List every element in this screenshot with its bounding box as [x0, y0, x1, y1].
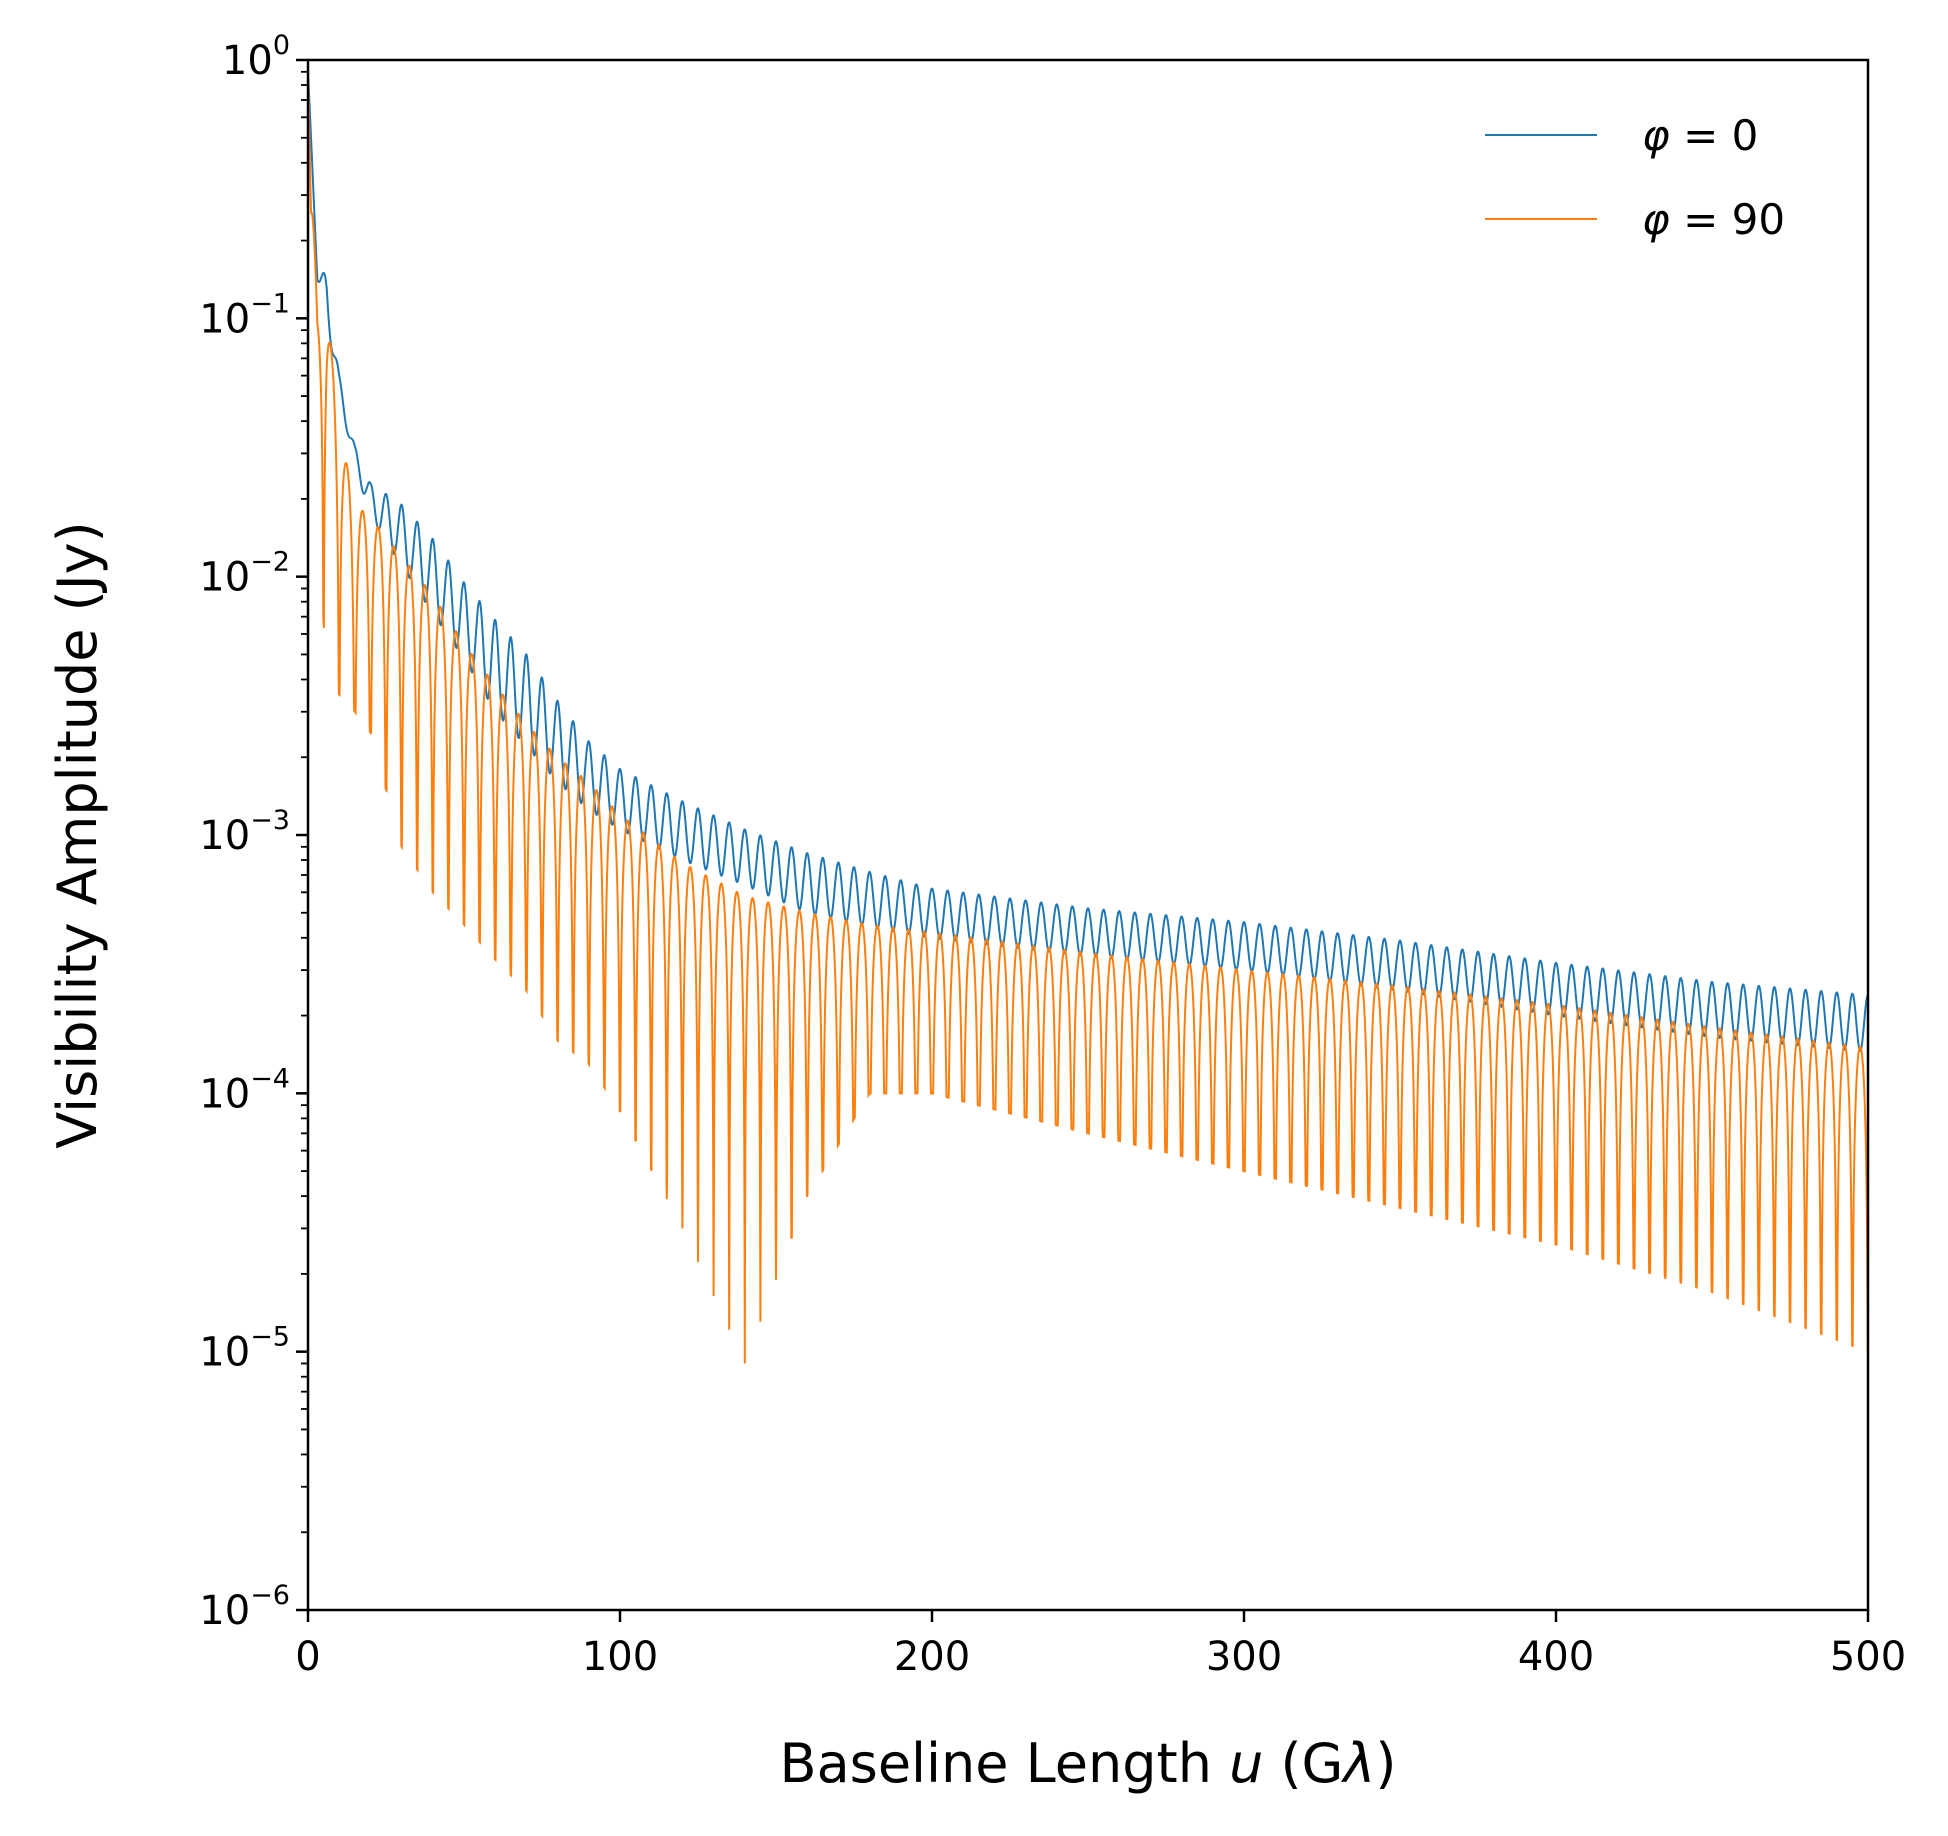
- series-layer: [308, 71, 1868, 1364]
- legend-value: = 90: [1670, 195, 1785, 244]
- ticks-layer: 0 100 200 300 400 50010010−110−210−310−410−51…: [199, 30, 1906, 1680]
- x-axis-label-close: ): [1375, 1732, 1396, 1795]
- y-tick-label: 10−2: [199, 547, 290, 601]
- legend-label-1: φ = 90: [1642, 195, 1785, 244]
- y-tick-label: 10−1: [199, 288, 290, 342]
- series-phi-90-line: [308, 71, 1868, 1364]
- y-tick-exponent: −1: [250, 288, 290, 319]
- x-tick-label: 500: [1830, 1634, 1906, 1680]
- x-axis-label: Baseline Length u (Gλ): [780, 1732, 1397, 1795]
- x-axis-label-text: Baseline Length: [780, 1732, 1230, 1795]
- y-tick-label: 10−4: [199, 1063, 290, 1117]
- y-axis-label: Visibility Amplitude (Jy): [46, 521, 109, 1148]
- y-tick-label: 10−5: [199, 1322, 290, 1376]
- y-tick-exponent: −6: [250, 1580, 290, 1611]
- x-tick-label: 100: [582, 1634, 658, 1680]
- y-tick-exponent: −2: [250, 547, 290, 578]
- y-tick-label: 10−3: [199, 805, 290, 859]
- y-tick-label: 10−6: [199, 1580, 290, 1634]
- x-tick-label: 300: [1206, 1634, 1282, 1680]
- y-tick-base: 10: [199, 296, 250, 342]
- legend: φ = 0φ = 90: [1485, 111, 1785, 244]
- y-tick-base: 10: [199, 1330, 250, 1376]
- y-tick-base: 10: [199, 555, 250, 601]
- x-axis-label-lambda: λ: [1340, 1732, 1375, 1795]
- y-tick-base: 10: [199, 1071, 250, 1117]
- y-tick-base: 10: [222, 38, 273, 84]
- x-tick-label: 200: [894, 1634, 970, 1680]
- x-axis-label-variable: u: [1229, 1732, 1263, 1795]
- y-tick-exponent: −4: [250, 1063, 290, 1094]
- x-axis-label-unit: (G: [1263, 1732, 1343, 1795]
- legend-value: = 0: [1670, 111, 1759, 160]
- y-tick-label: 100: [222, 30, 290, 84]
- y-tick-base: 10: [199, 813, 250, 859]
- y-tick-exponent: −3: [250, 805, 290, 836]
- legend-symbol: φ: [1642, 111, 1670, 160]
- legend-label-0: φ = 0: [1642, 111, 1758, 160]
- y-tick-base: 10: [199, 1588, 250, 1634]
- y-tick-exponent: 0: [273, 30, 290, 61]
- legend-symbol: φ: [1642, 195, 1670, 244]
- x-tick-label: 0: [295, 1634, 320, 1680]
- y-tick-exponent: −5: [250, 1322, 290, 1353]
- x-tick-label: 400: [1518, 1634, 1594, 1680]
